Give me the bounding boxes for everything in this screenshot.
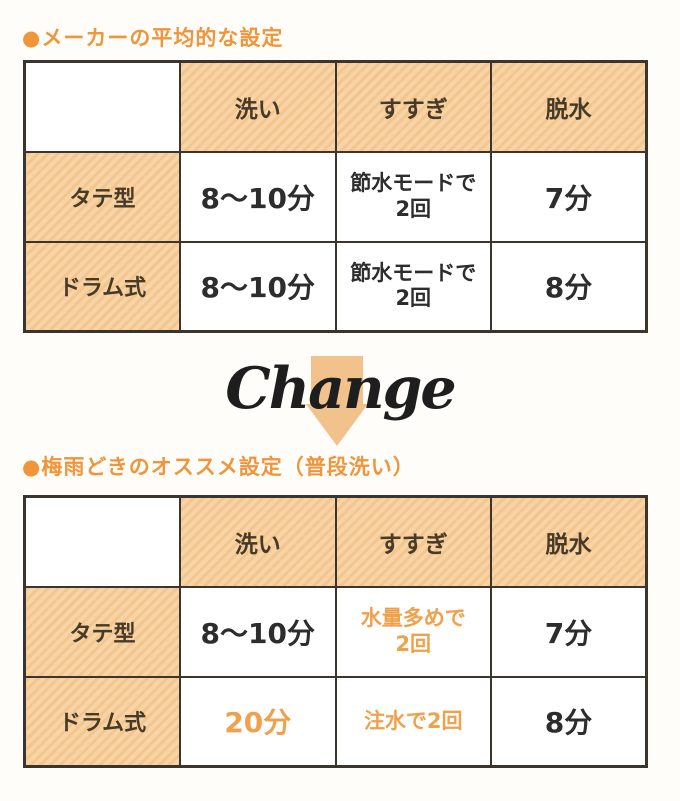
cell-wash-time: 8〜10分 bbox=[179, 150, 337, 243]
average-settings-table: 洗い すすぎ 脱水 タテ型 8〜10分 節水モードで 2回 7分 ドラム式 8〜… bbox=[23, 60, 648, 333]
change-label: Change bbox=[225, 355, 456, 422]
col-header-rinse: すすぎ bbox=[334, 495, 492, 588]
cell-rinse-mode: 節水モードで 2回 bbox=[334, 240, 492, 333]
cell-spin-time: 7分 bbox=[490, 585, 648, 678]
corner-cell bbox=[23, 495, 181, 588]
cell-rinse-mode-highlighted: 水量多めで 2回 bbox=[334, 585, 492, 678]
cell-rinse-mode-highlighted: 注水で2回 bbox=[334, 675, 492, 768]
row-label-drum: ドラム式 bbox=[23, 675, 181, 768]
header-row: 洗い すすぎ 脱水 bbox=[23, 60, 648, 153]
average-settings-title: ●メーカーの平均的な設定 bbox=[22, 26, 284, 50]
row-label-vertical: タテ型 bbox=[23, 585, 181, 678]
corner-cell bbox=[23, 60, 181, 153]
col-header-spin: 脱水 bbox=[490, 495, 648, 588]
table-row-vertical-type: タテ型 8〜10分 水量多めで 2回 7分 bbox=[23, 585, 648, 678]
col-header-wash: 洗い bbox=[179, 495, 337, 588]
cell-wash-time: 8〜10分 bbox=[179, 585, 337, 678]
header-row: 洗い すすぎ 脱水 bbox=[23, 495, 648, 588]
row-label-vertical: タテ型 bbox=[23, 150, 181, 243]
col-header-rinse: すすぎ bbox=[334, 60, 492, 153]
col-header-spin: 脱水 bbox=[490, 60, 648, 153]
change-indicator: Change bbox=[0, 345, 680, 450]
cell-rinse-mode: 節水モードで 2回 bbox=[334, 150, 492, 243]
recommended-settings-title: ●梅雨どきのオススメ設定（普段洗い） bbox=[22, 455, 415, 479]
cell-spin-time: 8分 bbox=[490, 240, 648, 333]
cell-spin-time: 7分 bbox=[490, 150, 648, 243]
table-row-vertical-type: タテ型 8〜10分 節水モードで 2回 7分 bbox=[23, 150, 648, 243]
cell-spin-time: 8分 bbox=[490, 675, 648, 768]
table-row-drum-type: ドラム式 20分 注水で2回 8分 bbox=[23, 675, 648, 768]
down-arrow-icon bbox=[306, 356, 368, 446]
cell-wash-time-highlighted: 20分 bbox=[179, 675, 337, 768]
recommended-settings-table: 洗い すすぎ 脱水 タテ型 8〜10分 水量多めで 2回 7分 ドラム式 20分… bbox=[23, 495, 648, 768]
cell-wash-time: 8〜10分 bbox=[179, 240, 337, 333]
row-label-drum: ドラム式 bbox=[23, 240, 181, 333]
table-row-drum-type: ドラム式 8〜10分 節水モードで 2回 8分 bbox=[23, 240, 648, 333]
col-header-wash: 洗い bbox=[179, 60, 337, 153]
